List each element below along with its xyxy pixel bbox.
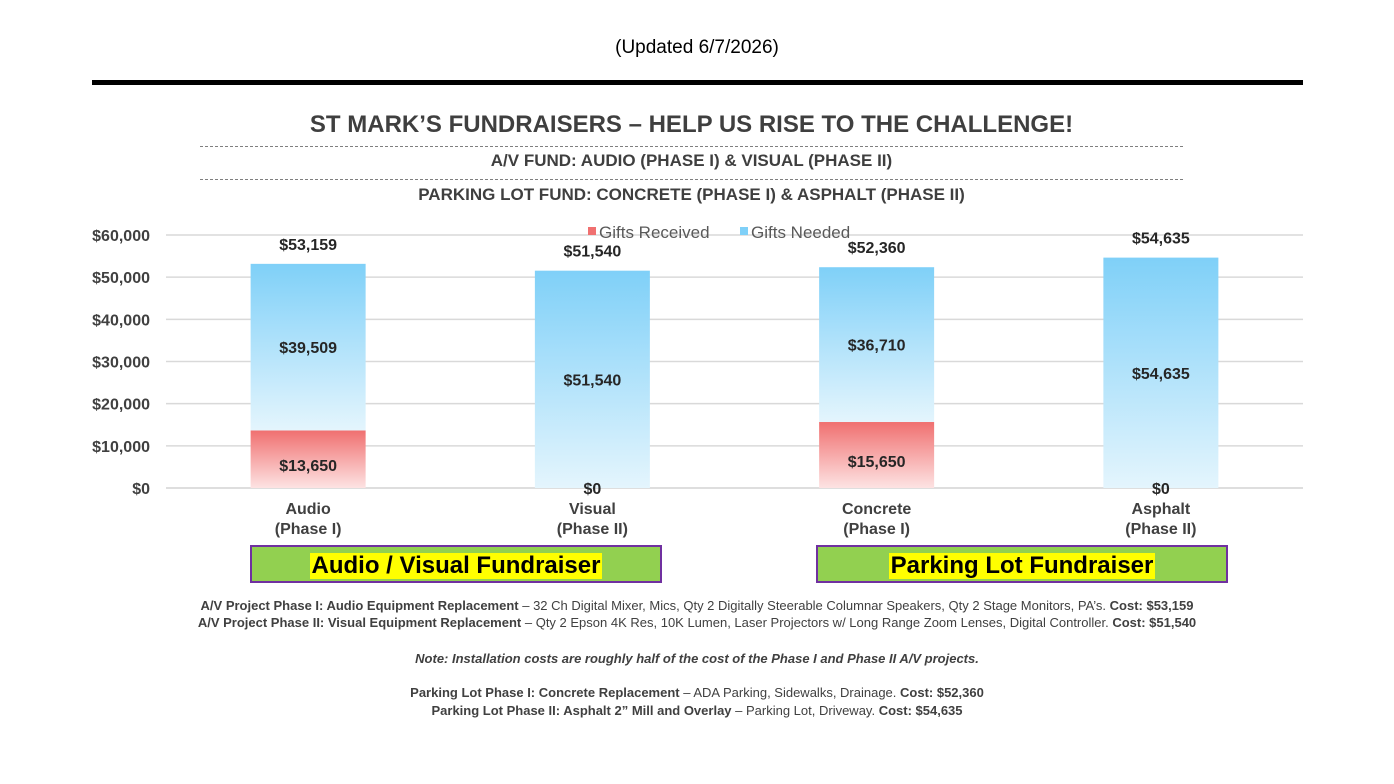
x-category-label: Visual	[569, 501, 616, 518]
pl2-text: – Parking Lot, Driveway.	[731, 703, 879, 718]
y-tick-label: $20,000	[92, 397, 150, 414]
bars	[250, 257, 1219, 488]
bar-gifts-received	[819, 422, 935, 488]
subtitle-av: A/V FUND: AUDIO (PHASE I) & VISUAL (PHAS…	[490, 151, 893, 170]
label-gifts-needed: $36,710	[848, 338, 906, 355]
pl2-cost: Cost: $54,635	[878, 703, 963, 718]
pl1-title: Parking Lot Phase I: Concrete Replacemen…	[410, 685, 680, 700]
subtitle-parking: PARKING LOT FUND: CONCRETE (PHASE I) & A…	[418, 185, 965, 204]
av2-cost: Cost: $51,540	[1112, 615, 1197, 630]
parking-fundraiser-label: Parking Lot Fundraiser	[888, 552, 1156, 579]
y-tick-label: $50,000	[92, 270, 150, 287]
av1-cost: Cost: $53,159	[1109, 598, 1194, 613]
av1-text: – 32 Ch Digital Mixer, Mics, Qty 2 Digit…	[518, 598, 1110, 613]
pl1-cost: Cost: $52,360	[900, 685, 984, 700]
y-tick-label: $40,000	[92, 312, 150, 329]
label-gifts-received: $15,650	[848, 454, 906, 471]
data-labels: $13,650 $39,509 $53,159 $0 $51,540 $51,540 $15…	[279, 231, 1190, 498]
divider-2	[200, 179, 1183, 180]
label-gifts-received: $0	[583, 481, 601, 498]
bar-gifts-needed	[250, 263, 366, 431]
fundraiser-chart: $0 $10,000 $20,000 $30,000 $40,000 $50,000 $60…	[92, 223, 1303, 538]
legend-swatch-needed	[740, 227, 748, 235]
x-category-sublabel: (Phase II)	[1125, 521, 1196, 538]
y-tick-label: $60,000	[92, 228, 150, 245]
x-category-sublabel: (Phase II)	[557, 521, 628, 538]
updated-date: (Updated 6/7/2026)	[615, 37, 779, 58]
y-tick-label: $10,000	[92, 439, 150, 456]
legend-swatch-received	[588, 227, 596, 235]
y-tick-label: $30,000	[92, 355, 150, 372]
header-rule	[92, 80, 1303, 85]
y-axis: $0 $10,000 $20,000 $30,000 $40,000 $50,000 $60…	[92, 228, 150, 498]
pl2-title: Parking Lot Phase II: Asphalt 2” Mill an…	[431, 703, 732, 718]
pl1-text: – ADA Parking, Sidewalks, Drainage.	[679, 685, 901, 700]
label-total: $52,360	[848, 240, 906, 257]
x-category-label: Audio	[285, 501, 331, 518]
label-total: $51,540	[563, 244, 621, 261]
bar-gifts-needed	[1103, 257, 1219, 488]
note-text: Note: Installation costs are roughly hal…	[415, 651, 979, 666]
legend-label-needed: Gifts Needed	[751, 223, 850, 242]
av1-title: A/V Project Phase I: Audio Equipment Rep…	[200, 598, 519, 613]
y-tick-label: $0	[132, 481, 150, 498]
av-phase1-description: A/V Project Phase I: Audio Equipment Rep…	[0, 597, 1394, 614]
parking-phase1-description: Parking Lot Phase I: Concrete Replacemen…	[0, 684, 1394, 701]
page-title: ST MARK’S FUNDRAISERS – HELP US RISE TO …	[309, 111, 1074, 138]
av-fundraiser-label: Audio / Visual Fundraiser	[309, 552, 603, 579]
av2-text: – Qty 2 Epson 4K Res, 10K Lumen, Laser P…	[521, 615, 1113, 630]
label-gifts-received: $0	[1152, 481, 1170, 498]
legend-label-received: Gifts Received	[599, 223, 710, 242]
x-category-label: Concrete	[842, 501, 911, 518]
parking-phase2-description: Parking Lot Phase II: Asphalt 2” Mill an…	[0, 702, 1394, 719]
bar-gifts-needed	[534, 270, 650, 488]
label-total: $53,159	[279, 237, 337, 254]
label-gifts-needed: $51,540	[563, 372, 621, 389]
divider-1	[200, 146, 1183, 147]
label-gifts-needed: $54,635	[1132, 366, 1190, 383]
av-fundraiser-banner: Audio / Visual Fundraiser	[250, 545, 662, 583]
bar-gifts-received	[250, 430, 366, 488]
installation-note: Note: Installation costs are roughly hal…	[0, 650, 1394, 667]
x-category-sublabel: (Phase I)	[843, 521, 910, 538]
parking-fundraiser-banner: Parking Lot Fundraiser	[816, 545, 1228, 583]
av2-title: A/V Project Phase II: Visual Equipment R…	[197, 615, 522, 630]
legend: Gifts Received Gifts Needed	[588, 223, 850, 242]
x-category-label: Asphalt	[1132, 501, 1191, 518]
av-phase2-description: A/V Project Phase II: Visual Equipment R…	[0, 614, 1394, 631]
label-gifts-received: $13,650	[279, 458, 337, 475]
bar-gifts-needed	[819, 267, 935, 423]
x-axis: Audio (Phase I) Visual (Phase II) Concrete (P…	[275, 501, 1197, 538]
label-total: $54,635	[1132, 231, 1190, 248]
label-gifts-needed: $39,509	[279, 340, 337, 357]
x-category-sublabel: (Phase I)	[275, 521, 342, 538]
